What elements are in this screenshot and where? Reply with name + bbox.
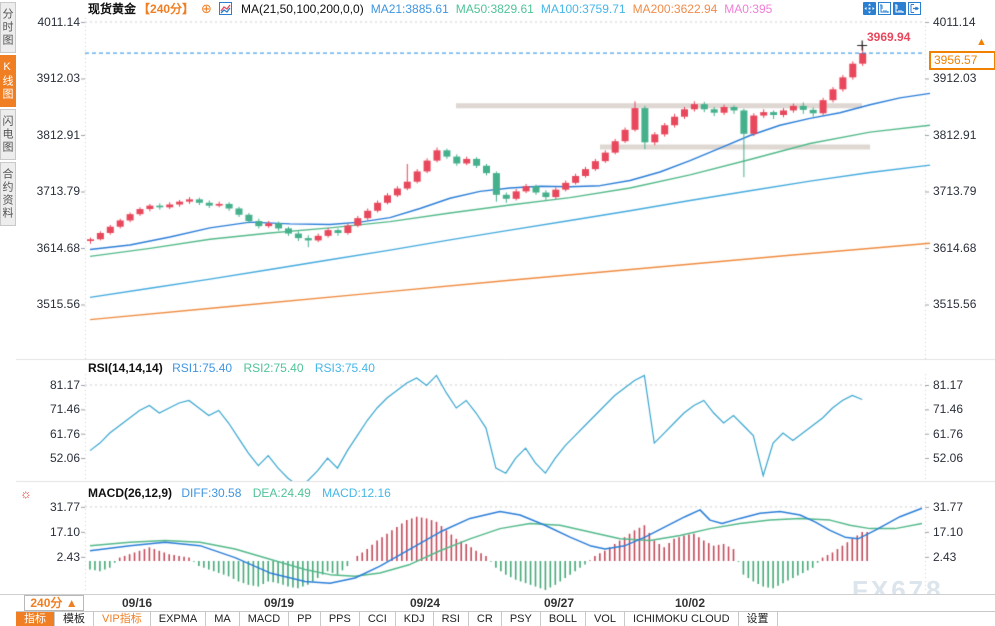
rsi3-value: RSI3:75.40 <box>314 361 375 375</box>
price-label-left-5: 3515.56 <box>36 297 80 311</box>
rsi-label-left-3: 52.06 <box>49 451 80 465</box>
ma-settings-label: MA(21,50,100,200,0,0) <box>240 1 364 16</box>
price-label-left-4: 3614.68 <box>36 241 80 255</box>
toolbar-expma-button[interactable]: EXPMA <box>151 612 207 626</box>
macd-value: MACD:12.16 <box>322 486 391 500</box>
ma0-value: MA0:395 <box>724 1 773 16</box>
toolbar-ma-button[interactable]: MA <box>206 612 240 626</box>
rsi-header: RSI(14,14,14) RSI1:75.40 RSI2:75.40 RSI3… <box>88 361 383 375</box>
macd-header: MACD(26,12,9) DIFF:30.58 DEA:24.49 MACD:… <box>88 486 399 500</box>
toolbar-macd-button[interactable]: MACD <box>240 612 290 626</box>
macd-label-left-1: 17.10 <box>49 525 80 539</box>
date-tick-4: 10/02 <box>674 596 706 610</box>
indicator-toolbar: 指标 模板 VIP指标 EXPMA MA MACD PP PPS CCI KDJ… <box>16 611 995 626</box>
sidebar-tab-kline[interactable]: K线图 <box>0 55 16 107</box>
toolbar-settings-button[interactable]: 设置 <box>739 612 778 626</box>
toolbar-cr-button[interactable]: CR <box>469 612 502 626</box>
rsi-label-right-3: 52.06 <box>933 451 964 465</box>
date-tick-2: 09/24 <box>409 596 441 610</box>
macd-title: MACD(26,12,9) <box>88 486 173 500</box>
price-up-arrow-icon: ▲ <box>976 36 987 48</box>
chart-header: 现货黄金 【240分】 ⊕ MA(21,50,100,200,0,0) MA21… <box>88 0 779 17</box>
toolbar-psy-button[interactable]: PSY <box>502 612 541 626</box>
axis-scale-icon[interactable] <box>878 2 891 15</box>
chart-window-controls <box>863 2 921 15</box>
macd-label-right-2: 2.43 <box>933 550 957 564</box>
toolbar-vip-indicators-button[interactable]: VIP指标 <box>94 612 151 626</box>
axis-scale-active-icon[interactable] <box>893 2 906 15</box>
sidebar-tab-contract-info[interactable]: 合约资料 <box>0 162 16 226</box>
date-tick-3: 09/27 <box>543 596 575 610</box>
rsi-label-right-2: 61.76 <box>933 427 964 441</box>
price-label-right-2: 3812.91 <box>933 128 977 142</box>
dea-value: DEA:24.49 <box>252 486 311 500</box>
rsi-title: RSI(14,14,14) <box>88 361 163 375</box>
timeframe-label[interactable]: 【240分】 <box>138 2 195 16</box>
macd-label-left-0: 31.77 <box>49 500 80 514</box>
toolbar-kdj-button[interactable]: KDJ <box>396 612 434 626</box>
rsi-label-right-1: 71.46 <box>933 402 964 416</box>
toolbar-template-button[interactable]: 模板 <box>55 612 94 626</box>
chart-type-sidebar: 分时图 K线图 闪电图 合约资料 <box>0 0 16 228</box>
macd-label-right-1: 17.10 <box>933 525 964 539</box>
date-tick-0: 09/16 <box>121 596 153 610</box>
macd-label-right-0: 31.77 <box>933 500 964 514</box>
price-label-left-2: 3812.91 <box>36 128 80 142</box>
rsi2-value: RSI2:75.40 <box>243 361 304 375</box>
add-indicator-icon[interactable]: ⊕ <box>201 0 212 16</box>
price-label-right-0: 4011.14 <box>933 15 976 29</box>
toolbar-ichimoku-button[interactable]: ICHIMOKU CLOUD <box>625 612 739 626</box>
price-label-right-5: 3515.56 <box>933 297 977 311</box>
rsi-label-left-0: 81.17 <box>49 378 80 392</box>
macd-label-left-2: 2.43 <box>56 550 80 564</box>
date-tick-1: 09/19 <box>263 596 295 610</box>
price-label-left-3: 3713.79 <box>36 184 80 198</box>
sidebar-tab-lightning[interactable]: 闪电图 <box>0 109 16 160</box>
rsi1-value: RSI1:75.40 <box>172 361 233 375</box>
ma50-value: MA50:3829.61 <box>455 1 534 16</box>
toolbar-pp-button[interactable]: PP <box>289 612 321 626</box>
session-high-label: 3969.94 <box>867 30 911 44</box>
rsi-label-left-1: 71.46 <box>49 402 80 416</box>
diff-value: DIFF:30.58 <box>181 486 242 500</box>
sidebar-tab-timeline[interactable]: 分时图 <box>0 2 16 53</box>
chart-style-icon[interactable] <box>218 2 232 15</box>
toolbar-vol-button[interactable]: VOL <box>586 612 625 626</box>
price-label-left-1: 3912.03 <box>36 71 80 85</box>
toolbar-cci-button[interactable]: CCI <box>360 612 396 626</box>
symbol-title: 现货黄金 <box>88 2 137 16</box>
ma200-value: MA200:3622.94 <box>632 1 718 16</box>
price-label-left-0: 4011.14 <box>37 15 81 29</box>
toolbar-boll-button[interactable]: BOLL <box>541 612 586 626</box>
toolbar-indicators-button[interactable]: 指标 <box>16 612 55 626</box>
toolbar-rsi-button[interactable]: RSI <box>434 612 469 626</box>
timeframe-selector[interactable]: 240分 ▲ <box>24 595 84 611</box>
toolbar-pps-button[interactable]: PPS <box>321 612 360 626</box>
rsi-label-right-0: 81.17 <box>933 378 964 392</box>
price-label-right-4: 3614.68 <box>933 241 977 255</box>
pan-move-icon[interactable] <box>863 2 876 15</box>
ma21-value: MA21:3885.61 <box>370 1 449 16</box>
indicator-settings-icon[interactable]: ☼ <box>20 486 32 501</box>
rsi-label-left-2: 61.76 <box>49 427 80 441</box>
price-label-right-1: 3912.03 <box>933 71 977 85</box>
detach-window-icon[interactable] <box>908 2 921 15</box>
price-label-right-3: 3713.79 <box>933 184 977 198</box>
current-price-tag: 3956.57 <box>929 51 995 70</box>
ma100-value: MA100:3759.71 <box>540 1 626 16</box>
time-axis-row <box>0 594 995 612</box>
